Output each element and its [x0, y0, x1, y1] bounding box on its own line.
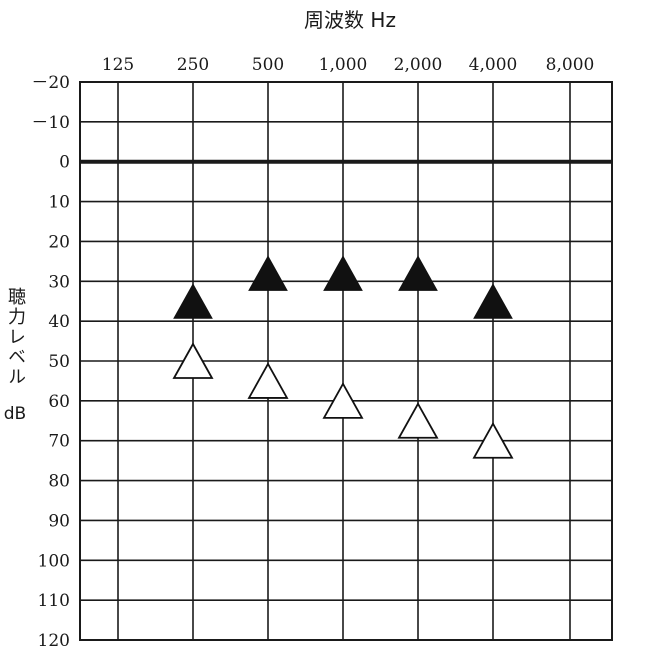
x-tick-label: 8,000 [546, 55, 595, 75]
y-axis-unit: dB [3, 404, 27, 424]
y-tick-label: 90 [48, 511, 70, 531]
plot-frame [79, 81, 613, 641]
x-tick-labels: 125 250 500 1,000 2,000 4,000 8,000 [102, 55, 595, 75]
y-tick-label: 50 [48, 352, 70, 372]
x-tick-label: 125 [102, 55, 134, 75]
filled-triangle-marker [173, 283, 213, 319]
y-tick-label: －20 [31, 73, 70, 93]
y-tick-label: 60 [48, 392, 70, 412]
x-tick-label: 1,000 [319, 55, 368, 75]
grid [79, 81, 613, 641]
y-tick-label: 70 [48, 432, 70, 452]
x-tick-label: 4,000 [469, 55, 518, 75]
x-axis-title: 周波数 Hz [304, 8, 396, 32]
y-tick-label: 20 [48, 232, 70, 252]
y-tick-labels: －20 －10 0 10 20 30 40 50 60 70 80 90 100 110 120 [31, 73, 70, 651]
open-triangle-marker [322, 382, 364, 419]
y-tick-label: 30 [48, 272, 70, 292]
y-tick-label: 120 [38, 631, 70, 651]
filled-triangle-marker [323, 255, 363, 291]
filled-triangle-marker [473, 283, 513, 319]
y-tick-label: 40 [48, 312, 70, 332]
filled-triangle-marker [248, 255, 288, 291]
y-axis-title-text: 聴力レベル [5, 287, 26, 387]
y-axis-title: 聴力レベル dB [2, 287, 28, 427]
data-markers [172, 255, 514, 459]
open-triangle-marker [397, 401, 439, 439]
y-tick-label: －10 [31, 113, 70, 133]
open-triangle-marker [472, 421, 514, 459]
open-triangle-marker [172, 342, 214, 379]
y-tick-label: 110 [38, 591, 70, 611]
x-tick-label: 500 [252, 55, 284, 75]
y-tick-label: 80 [48, 472, 70, 492]
x-tick-label: 2,000 [394, 55, 443, 75]
y-tick-label: 10 [48, 193, 70, 213]
y-tick-label: 0 [59, 153, 70, 173]
filled-triangle-marker [398, 255, 438, 291]
y-tick-label: 100 [38, 551, 70, 571]
open-triangle-marker [247, 362, 289, 399]
x-tick-label: 250 [177, 55, 209, 75]
